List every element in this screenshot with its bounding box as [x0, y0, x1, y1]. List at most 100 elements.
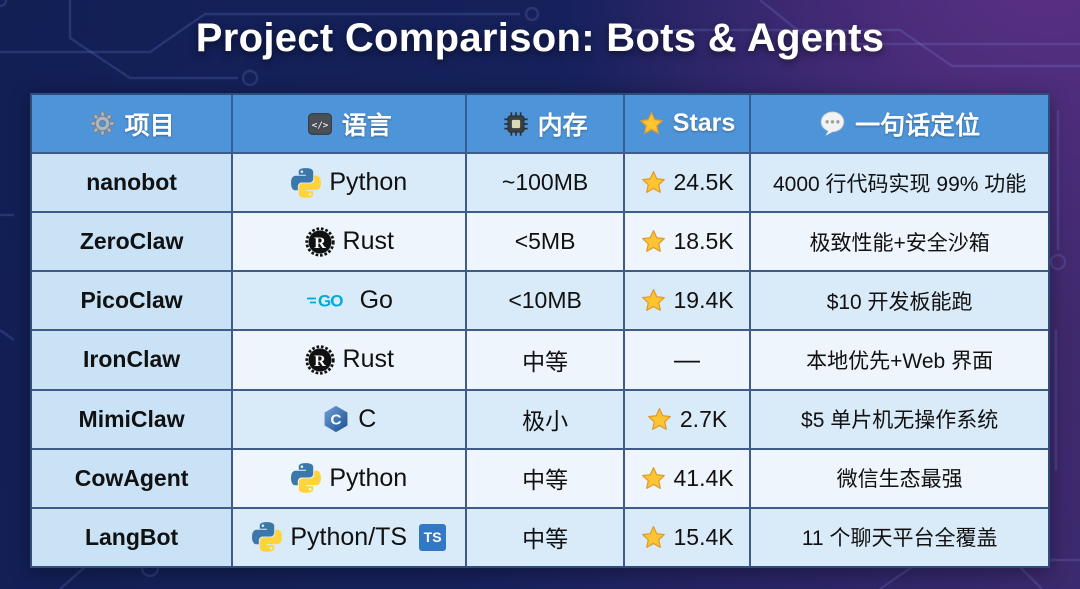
stars-value: 24.5K [673, 169, 734, 196]
memory-cell: <10MB [467, 272, 625, 330]
stars-cell: 15.4K [624, 508, 752, 566]
table-row: IronClaw R Rust 中等 — 本地优先+Web 界面 [32, 329, 1048, 389]
language-cell: Python [233, 154, 468, 212]
stars-value: 19.4K [673, 287, 734, 314]
stars-cell: 2.7K [624, 390, 752, 448]
language-label: Rust [342, 345, 394, 374]
memory-value: ~100MB [501, 169, 589, 196]
header-stars-label: Stars [672, 109, 736, 137]
memory-value: <10MB [508, 287, 582, 314]
description: 极致性能+安全沙箱 [809, 231, 990, 255]
project-name: IronClaw [83, 346, 181, 373]
page-title: Project Comparison: Bots & Agents [195, 16, 885, 60]
speech-bubble-icon [819, 110, 846, 137]
language-label: C [358, 404, 377, 433]
description-cell: $5 单片机无操作系统 [751, 390, 1048, 448]
star-icon [641, 525, 666, 550]
description-cell: 本地优先+Web 界面 [751, 331, 1048, 389]
go-icon: GO [306, 289, 352, 312]
star-icon [639, 111, 664, 136]
language-cell: R Rust [233, 331, 468, 389]
memory-value: 中等 [522, 348, 569, 375]
description-cell: $10 开发板能跑 [751, 272, 1048, 330]
stars-cell: 41.4K [624, 449, 752, 507]
c-icon: C [322, 405, 350, 433]
description: 4000 行代码实现 99% 功能 [773, 172, 1027, 196]
table-row: nanobot Python ~100MB 24.5K 4000 行代码实现 99% 功… [32, 152, 1048, 212]
table-row: LangBot Python/TS TS 中等 15.4K 11 个聊天平台全覆盖 [32, 506, 1048, 566]
svg-text:R: R [314, 233, 326, 251]
header-memory-label: 内存 [537, 111, 588, 140]
stars-value: 41.4K [673, 464, 734, 491]
project-name: ZeroClaw [79, 228, 184, 255]
header-stars: Stars [625, 95, 752, 152]
svg-text:</>: </> [311, 119, 328, 130]
comparison-table: 项目 </> 语言 内存 Stars 一句话定位 nanobot Python ~1… [30, 93, 1050, 568]
description: $5 单片机无操作系统 [801, 409, 999, 433]
language-label: Python/TS [290, 522, 408, 551]
table-row: PicoClaw GO Go <10MB 19.4K $10 开发板能跑 [32, 270, 1048, 330]
star-icon [641, 288, 666, 313]
language-cell: Python [233, 449, 468, 507]
description: 11 个聊天平台全覆盖 [801, 527, 998, 551]
header-positioning: 一句话定位 [751, 95, 1048, 152]
language-label: Rust [342, 227, 394, 256]
table-row: ZeroClaw R Rust <5MB 18.5K 极致性能+安全沙箱 [32, 211, 1048, 271]
memory-cell: ~100MB [467, 154, 625, 212]
description-cell: 微信生态最强 [751, 449, 1048, 507]
project-name: CowAgent [74, 464, 189, 491]
project-cell: CowAgent [32, 449, 234, 507]
description-cell: 极致性能+安全沙箱 [751, 213, 1048, 271]
chip-icon [503, 111, 529, 137]
header-positioning-label: 一句话定位 [855, 111, 981, 140]
ts-badge-icon: TS [419, 523, 447, 551]
language-cell: R Rust [233, 213, 468, 271]
memory-value: 中等 [522, 526, 569, 553]
rust-icon: R [304, 345, 335, 375]
stars-value: 2.7K [679, 405, 728, 432]
star-icon [641, 170, 666, 195]
python-icon [291, 463, 322, 494]
rust-icon: R [304, 227, 335, 257]
project-cell: ZeroClaw [32, 213, 234, 271]
header-project: 项目 [32, 95, 234, 152]
description-cell: 4000 行代码实现 99% 功能 [751, 154, 1048, 212]
gear-icon [89, 110, 116, 137]
project-cell: MimiClaw [32, 390, 234, 448]
project-cell: LangBot [32, 508, 234, 566]
project-name: PicoClaw [80, 287, 183, 314]
stars-value: 15.4K [673, 523, 734, 550]
description: 微信生态最强 [836, 468, 963, 492]
star-icon [641, 466, 666, 491]
header-memory: 内存 [467, 95, 625, 152]
memory-cell: 极小 [467, 390, 625, 448]
stars-value: — [674, 344, 701, 375]
memory-value: 中等 [522, 467, 569, 494]
python-icon [291, 167, 322, 198]
svg-text:GO: GO [318, 292, 343, 311]
python-icon [252, 522, 283, 553]
memory-value: 极小 [522, 408, 569, 435]
project-name: MimiClaw [78, 405, 185, 432]
header-language-label: 语言 [341, 111, 392, 140]
stars-cell: — [624, 331, 752, 389]
star-icon [641, 229, 666, 254]
project-cell: IronClaw [32, 331, 234, 389]
language-label: Python [329, 463, 408, 492]
project-cell: nanobot [32, 154, 234, 212]
code-icon: </> [307, 111, 333, 137]
star-icon [647, 407, 672, 432]
language-label: Go [359, 286, 393, 315]
description: 本地优先+Web 界面 [806, 349, 994, 373]
language-cell: Python/TS TS [233, 508, 468, 566]
header-language: </> 语言 [233, 95, 468, 152]
svg-text:C: C [331, 411, 342, 428]
memory-cell: 中等 [467, 331, 625, 389]
description: $10 开发板能跑 [826, 290, 973, 314]
description-cell: 11 个聊天平台全覆盖 [751, 508, 1048, 566]
table-row: MimiClaw C C 极小 2.7K $5 单片机无操作系统 [32, 388, 1048, 448]
language-cell: GO Go [233, 272, 468, 330]
project-name: nanobot [86, 169, 177, 196]
